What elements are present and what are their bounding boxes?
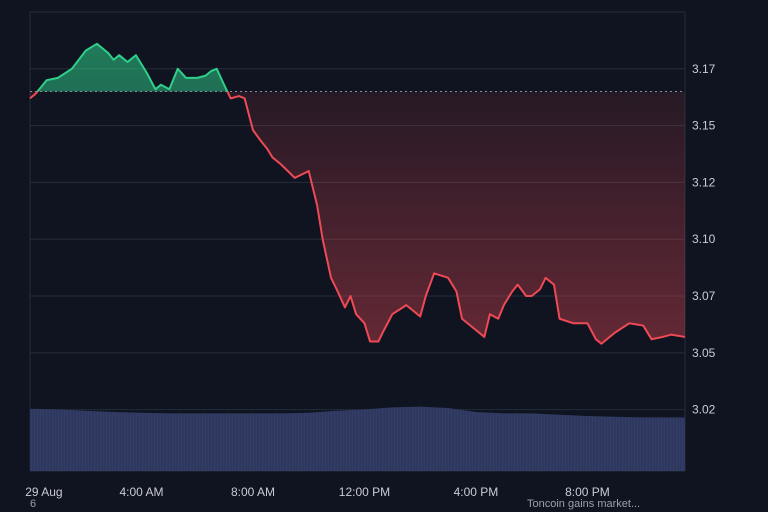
x-axis-ticks: 29 Aug 4:00 AM 8:00 AM 12:00 PM 4:00 PM 8:00 … — [25, 485, 610, 499]
gain-area — [30, 43, 685, 92]
y-tick-label: 3.12 — [692, 175, 716, 189]
price-lines — [29, 42, 686, 345]
y-tick-label: 3.15 — [692, 119, 716, 133]
footer-caption: Toncoin gains market... — [527, 498, 641, 510]
price-line-down — [29, 91, 686, 345]
volume-bars — [29, 398, 685, 471]
x-tick-label: 8:00 PM — [565, 485, 610, 499]
area-fills — [30, 43, 685, 344]
loss-area — [30, 91, 685, 344]
x-tick-label: 8:00 AM — [231, 485, 275, 499]
x-tick-label: 4:00 PM — [454, 485, 499, 499]
x-tick-label: 4:00 AM — [119, 485, 163, 499]
y-tick-label: 3.02 — [692, 403, 716, 417]
footer-left-text: 6 — [30, 498, 37, 510]
y-axis-ticks: 3.17 3.15 3.12 3.10 3.07 3.05 3.02 — [692, 62, 716, 417]
y-tick-label: 3.17 — [692, 62, 716, 76]
volume-area — [30, 406, 685, 471]
x-tick-label: 12:00 PM — [339, 485, 390, 499]
y-tick-label: 3.05 — [692, 346, 716, 360]
y-tick-label: 3.07 — [692, 289, 716, 303]
x-tick-label: 29 Aug — [25, 485, 62, 499]
price-line-up — [36, 42, 229, 92]
y-tick-label: 3.10 — [692, 232, 716, 246]
